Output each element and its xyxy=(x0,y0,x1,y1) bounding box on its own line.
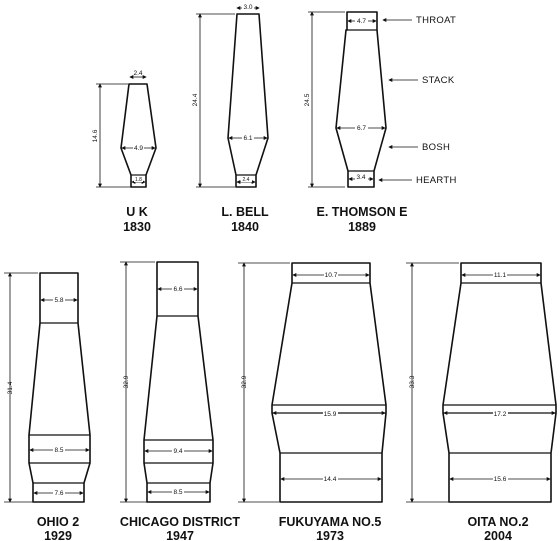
furnace-year: 1840 xyxy=(231,220,259,234)
height-label: 24.4 xyxy=(192,93,199,106)
throat-diameter: 11.1 xyxy=(494,272,507,279)
zone-label-hearth: HEARTH xyxy=(416,175,457,186)
hearth-diameter: 7.6 xyxy=(54,490,63,497)
furnace-year: 1830 xyxy=(123,220,151,234)
belly-diameter: 4.9 xyxy=(134,145,143,152)
height-label: 24.5 xyxy=(304,93,311,106)
furnace-ohio-2: 31.4 5.8 8.5 7.6 OHIO 2 1929 xyxy=(4,272,91,541)
hearth-diameter: 3.4 xyxy=(356,174,365,181)
furnace-name: OITA NO.2 xyxy=(467,515,528,529)
zone-label-throat: THROAT xyxy=(416,15,456,26)
furnace-name: FUKUYAMA NO.5 xyxy=(279,515,382,529)
furnace-name: CHICAGO DISTRICT xyxy=(120,515,241,529)
furnace-fukuyama-no5: 32.9 10.7 15.9 14.4 FUKUYAMA NO.5 1973 xyxy=(238,262,387,541)
furnace-name: U K xyxy=(126,205,148,219)
height-label: 14.6 xyxy=(92,129,99,142)
belly-diameter: 6.7 xyxy=(357,125,366,132)
belly-diameter: 8.5 xyxy=(54,447,63,454)
height-label: 32.9 xyxy=(241,375,248,388)
throat-diameter: 5.8 xyxy=(54,297,63,304)
furnace-outline xyxy=(28,272,91,503)
furnace-year: 1947 xyxy=(166,529,194,541)
furnace-e-thomson: 24.5 4.7 6.7 3.4 E. THOMSON E 1889 THROA… xyxy=(304,11,457,234)
furnace-outline xyxy=(227,13,269,188)
furnace-outline xyxy=(335,11,387,188)
belly-diameter: 15.9 xyxy=(324,411,337,418)
zone-label-bosh: BOSH xyxy=(422,142,450,153)
furnace-outline xyxy=(442,262,557,503)
height-label: 33.3 xyxy=(409,375,416,388)
hearth-diameter: 14.4 xyxy=(324,476,337,483)
furnace-year: 1889 xyxy=(348,220,376,234)
hearth-diameter: 1.8 xyxy=(135,177,142,183)
belly-diameter: 9.4 xyxy=(173,448,182,455)
belly-diameter: 17.2 xyxy=(494,411,507,418)
zone-label-stack: STACK xyxy=(422,75,455,86)
furnace-outline xyxy=(143,261,214,503)
hearth-diameter: 2.4 xyxy=(243,177,250,183)
furnace-year: 1929 xyxy=(44,529,72,541)
furnace-outline xyxy=(120,83,157,188)
hearth-diameter: 8.5 xyxy=(173,489,182,496)
height-label: 31.4 xyxy=(7,381,14,394)
furnace-oita-no2: 33.3 11.1 17.2 15.6 OITA NO.2 2004 xyxy=(406,262,557,541)
throat-diameter: 3.0 xyxy=(243,4,252,11)
furnace-name: OHIO 2 xyxy=(37,515,79,529)
throat-diameter: 10.7 xyxy=(325,272,338,279)
furnace-chicago-district: 32.9 6.6 9.4 8.5 CHICAGO DISTRICT 1947 xyxy=(120,261,241,541)
height-label: 32.9 xyxy=(123,375,130,388)
furnace-year: 2004 xyxy=(484,529,512,541)
furnace-outline xyxy=(271,262,387,503)
furnace-year: 1973 xyxy=(316,529,344,541)
hearth-diameter: 15.6 xyxy=(494,476,507,483)
furnace-name: L. BELL xyxy=(221,205,269,219)
furnace-uk: 14.6 2.4 4.9 1.8 U K 1830 xyxy=(92,70,157,234)
throat-diameter: 2.4 xyxy=(133,70,142,77)
throat-diameter: 6.6 xyxy=(173,286,182,293)
belly-diameter: 6.1 xyxy=(243,135,252,142)
furnace-name: E. THOMSON E xyxy=(317,205,408,219)
throat-diameter: 4.7 xyxy=(357,18,366,25)
furnace-l-bell: 24.4 3.0 6.1 2.4 L. BELL 1840 xyxy=(192,3,269,234)
